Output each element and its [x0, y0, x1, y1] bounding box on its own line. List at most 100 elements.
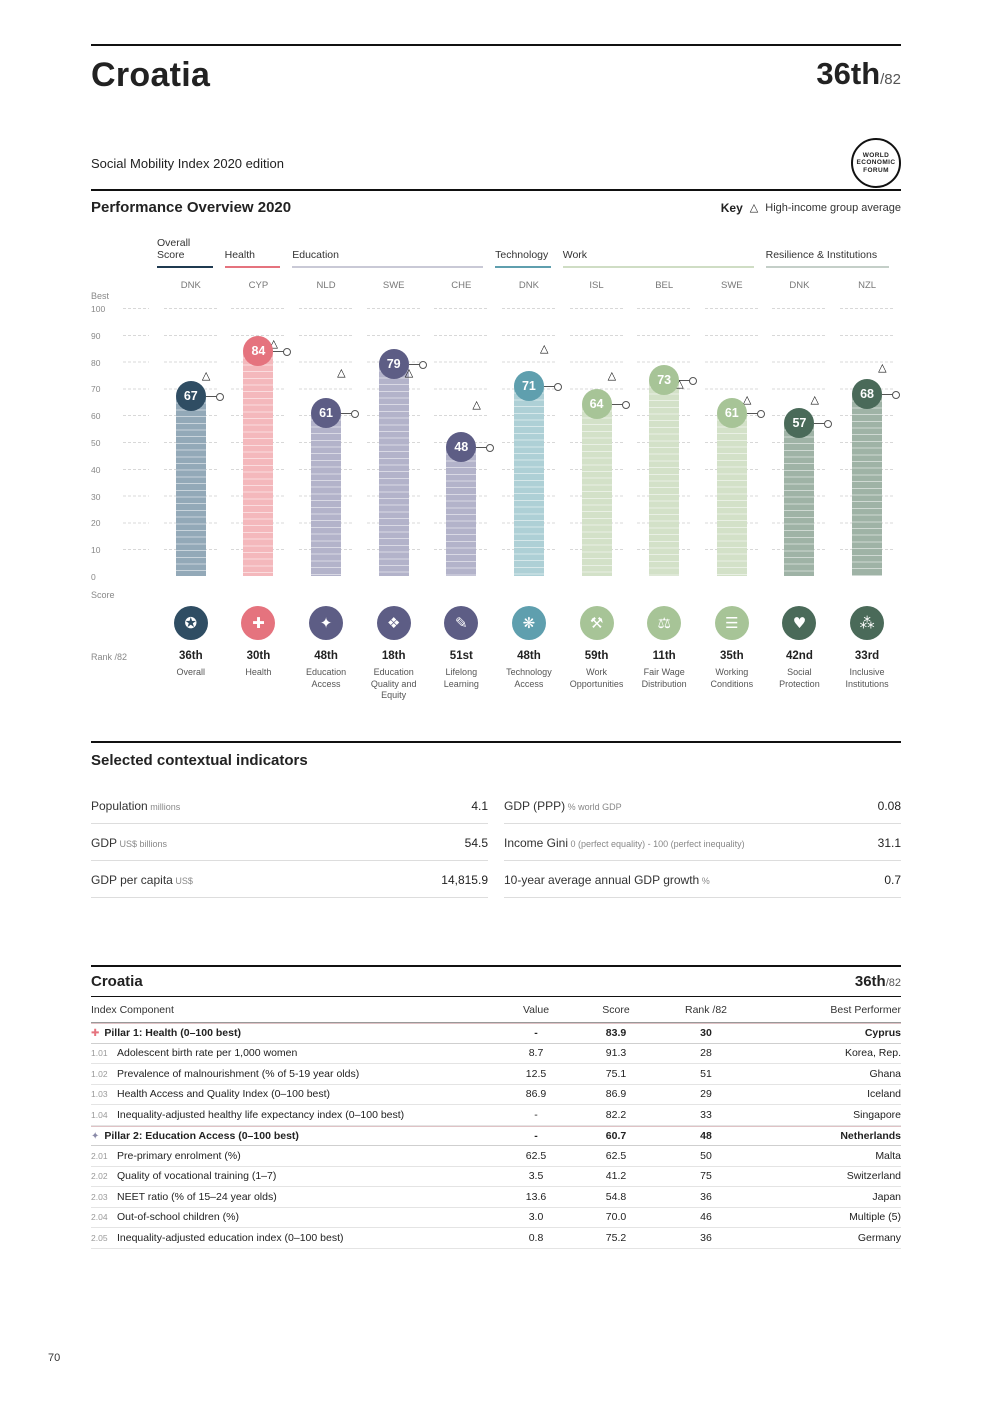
score-bar — [649, 380, 680, 576]
high-income-average-marker: △ — [539, 342, 549, 356]
row-best: Ghana — [869, 1067, 901, 1080]
score-badge: 84 — [243, 335, 274, 366]
row-index: 2.01 — [91, 1150, 108, 1161]
y-axis-tick-label: 90 — [91, 330, 101, 341]
high-income-average-marker: △ — [404, 366, 414, 380]
high-income-average-marker: △ — [675, 377, 684, 391]
pillar-icon-cell: ❋ — [495, 606, 563, 640]
chart-column: △ 68 — [833, 308, 901, 576]
row-best: Cyprus — [864, 1027, 901, 1040]
indicator-value: 0.7 — [884, 873, 901, 887]
country-score-marker — [215, 393, 224, 402]
header-score: Score — [602, 1003, 630, 1016]
country-score-marker — [892, 390, 901, 399]
score-badge: 71 — [513, 370, 544, 401]
pillar-rank-cell: 48th Education Access — [292, 650, 360, 702]
pillar-ranks-row: 36th Overall 30th Health 48th Education Acces… — [157, 650, 901, 702]
score-badge: 73 — [649, 365, 680, 396]
edition-label: Social Mobility Index 2020 edition — [91, 155, 284, 171]
row-score: 75.1 — [605, 1067, 627, 1080]
context-title: Selected contextual indicators — [91, 752, 308, 769]
country-score-marker-line — [543, 385, 557, 387]
table-rank-value: 36th — [854, 973, 886, 990]
best-country-code: NZL — [858, 279, 877, 291]
row-best: Korea, Rep. — [844, 1047, 901, 1060]
indicator-row: Income Gini 0 (perfect equality) - 100 (… — [504, 824, 901, 861]
score-badge: 57 — [784, 408, 815, 439]
y-axis-tick-label: 10 — [91, 545, 101, 556]
country-score-marker-line — [679, 380, 693, 382]
table-row: 2.02 Quality of vocational training (1–7)… — [91, 1167, 901, 1187]
row-value: - — [534, 1027, 538, 1040]
country-score-marker-line — [205, 396, 219, 398]
high-income-average-marker: △ — [742, 393, 752, 407]
table-country-title: Croatia — [91, 973, 143, 990]
row-label: Prevalence of malnourishment (% of 5-19 … — [117, 1068, 501, 1080]
table-row: 2.05 Inequality-adjusted education index … — [91, 1228, 901, 1249]
row-label: Quality of vocational training (1–7) — [117, 1170, 501, 1182]
indicator-value: 31.1 — [877, 836, 901, 850]
pillar-label: Social Protection — [779, 667, 820, 689]
pillar-label: Education Quality and Equity — [370, 667, 417, 701]
row-rank: 29 — [700, 1088, 712, 1101]
pillar-icon-cell: ⚒ — [563, 606, 631, 640]
chart-column: △ 67 — [157, 308, 225, 576]
indicator-unit: 0 (perfect equality) - 100 (perfect ineq… — [568, 839, 745, 849]
context-left-column: Population millions 4.1 GDP US$ billions 54… — [91, 787, 488, 898]
country-score-marker — [553, 382, 562, 391]
chart-group-header: Health — [224, 232, 293, 268]
table-row: 1.02 Prevalence of malnourishment (% of 5… — [91, 1064, 901, 1085]
indicator-label: GDP (PPP) % world GDP — [504, 797, 622, 815]
indicator-value: 0.08 — [877, 799, 901, 813]
high-income-average-marker: △ — [607, 369, 617, 382]
index-table-section: Croatia 36th/82 Index Component Value Sc… — [91, 965, 901, 1249]
chart-column: △ 79 — [360, 308, 428, 576]
row-label-text: Inequality-adjusted healthy life expecta… — [117, 1108, 405, 1121]
score-badge: 61 — [716, 397, 747, 428]
pillar-rank-value: 42nd — [786, 650, 813, 662]
table-title-rule — [91, 996, 901, 997]
score-badge: 64 — [581, 389, 612, 420]
country-score-marker — [621, 401, 630, 410]
rank-value: 36th — [816, 56, 881, 91]
row-value: 3.5 — [528, 1170, 544, 1183]
row-best: Japan — [872, 1190, 901, 1203]
row-score: 54.8 — [605, 1190, 627, 1203]
country-score-marker-line — [882, 393, 896, 395]
pillar-icon-cell: ❖ — [360, 606, 428, 640]
score-badge: 68 — [852, 378, 883, 409]
row-best: Netherlands — [840, 1129, 901, 1142]
country-rank: 36th/82 — [816, 56, 901, 92]
pillar-rank-cell: 59th Work Opportunities — [563, 650, 631, 702]
pillar-rank-value: 48th — [314, 650, 338, 662]
row-label: Inequality-adjusted education index (0–1… — [117, 1232, 501, 1244]
pillar-rank-value: 48th — [517, 650, 541, 662]
pillar-label: Work Opportunities — [569, 667, 624, 689]
row-rank: 75 — [700, 1170, 712, 1183]
row-rank: 28 — [700, 1047, 712, 1060]
row-best: Singapore — [853, 1108, 901, 1121]
indicator-label: Income Gini 0 (perfect equality) - 100 (… — [504, 834, 745, 852]
chart-plot: △ 67 △ 84 △ 61 △ 79 △ 48 △ 71 △ 64 △ 73 △ 61 △ 57 △ 68 — [157, 308, 901, 576]
score-bar — [243, 350, 274, 576]
score-badge: 67 — [175, 381, 206, 412]
indicator-name: GDP per capita — [91, 873, 173, 887]
y-axis-tick-label: 70 — [91, 384, 101, 395]
row-score: 86.9 — [605, 1088, 627, 1101]
row-label-text: Health Access and Quality Index (0–100 b… — [117, 1088, 331, 1101]
logo-line: ECONOMIC — [856, 159, 896, 167]
pillar-rank-value: 33rd — [854, 650, 880, 662]
institution-icon: ⁂ — [850, 606, 885, 640]
country-score-marker-line — [611, 404, 625, 406]
pillar-rank-cell: 36th Overall — [157, 650, 225, 702]
pillar-rank-value: 30th — [246, 650, 271, 662]
row-best: Iceland — [867, 1088, 901, 1101]
pillar-icon-cell: ⚖ — [630, 606, 698, 640]
performance-overview-section: Performance Overview 2020 Key △ High-inc… — [91, 189, 901, 702]
score-bar — [581, 404, 612, 576]
best-country-code: DNK — [180, 279, 201, 291]
row-score: 70.0 — [605, 1211, 627, 1224]
wef-logo-icon: WORLD ECONOMIC FORUM — [851, 138, 901, 188]
row-best: Germany — [857, 1231, 901, 1244]
chart-group-underline — [765, 266, 889, 268]
